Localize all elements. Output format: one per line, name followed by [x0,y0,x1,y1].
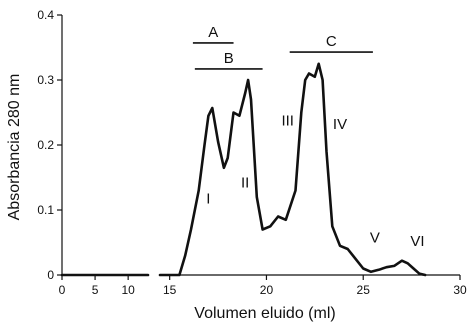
y-tick-label: 0.2 [37,138,54,152]
series-line-1 [60,62,427,277]
x-axis-title: Volumen eluido (ml) [194,305,335,322]
x-tick-label: 0 [59,283,66,297]
peak-label-v: V [370,230,380,247]
fraction-label-c: C [326,33,337,50]
axes: 0 0.1 0.2 0.3 0.4 0 5 10 15 20 25 30 [37,8,467,297]
x-tick-label: 10 [121,283,135,297]
peak-label-vi: VI [410,233,424,250]
x-tick-label: 20 [260,283,274,297]
y-tick-label: 0 [47,268,54,282]
peak-label-iii: III [281,113,294,130]
y-tick-label: 0.4 [37,8,54,22]
peak-label-ii: II [241,174,249,191]
y-tick-label: 0.1 [37,203,54,217]
peak-label-iv: IV [333,116,347,133]
x-tick-label: 25 [357,283,371,297]
x-tick-label: 15 [163,283,177,297]
fraction-label-b: B [224,50,234,67]
y-axis-title: Absorbancia 280 nm [6,74,23,221]
x-tick-label: 5 [92,283,99,297]
fraction-label-a: A [208,24,218,41]
peak-label-i: I [206,191,210,208]
y-tick-label: 0.3 [37,73,54,87]
x-tick-label: 30 [453,283,467,297]
